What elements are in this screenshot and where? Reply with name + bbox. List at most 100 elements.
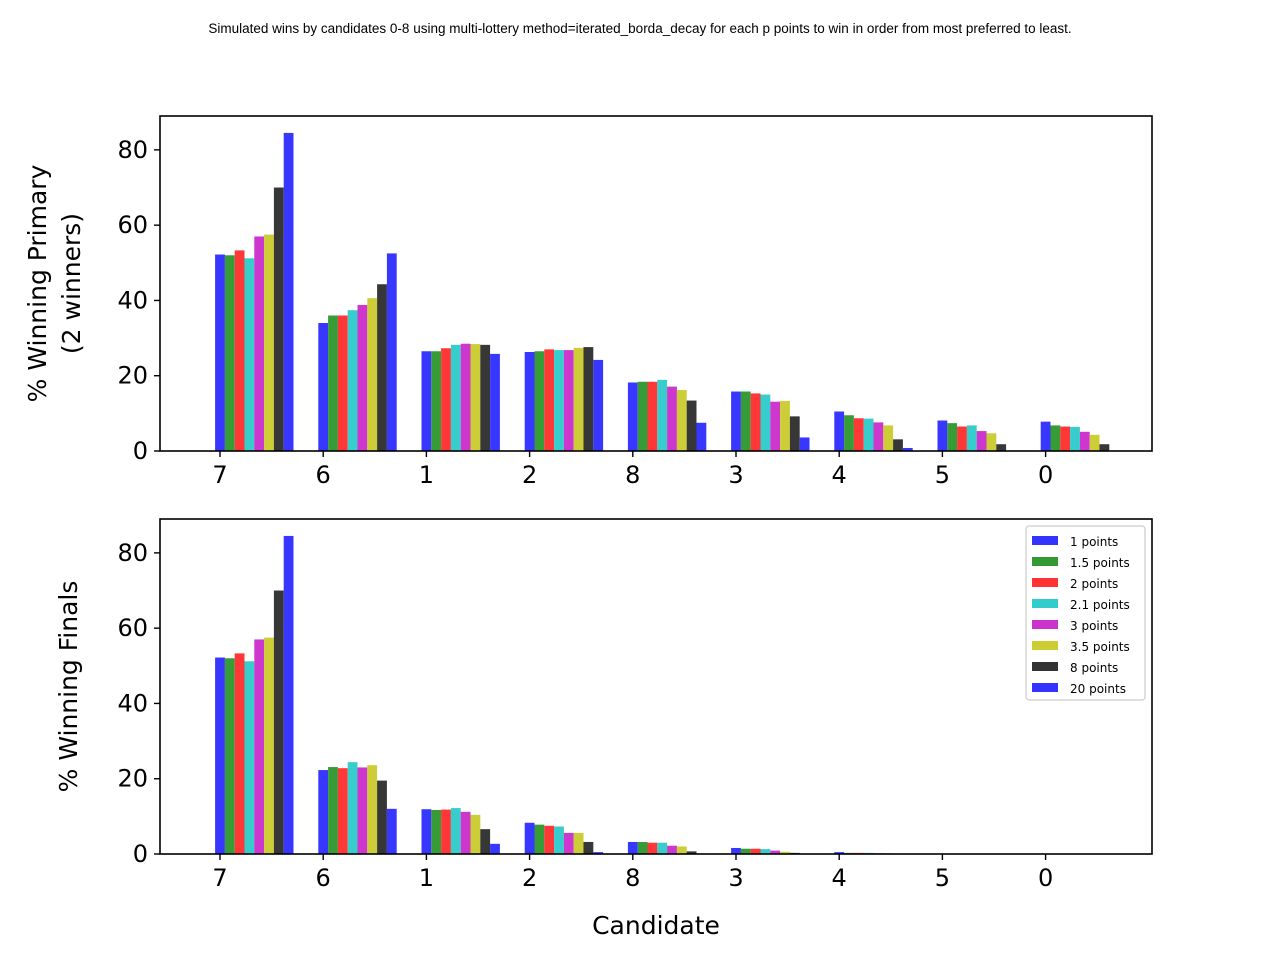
bar-4-series-3 bbox=[853, 418, 864, 451]
x-tick-label: 4 bbox=[832, 864, 847, 892]
legend-swatch bbox=[1032, 683, 1058, 692]
bar-6-series-5 bbox=[357, 767, 368, 854]
y-axis-label: % Winning Finals bbox=[54, 581, 83, 793]
x-tick-label: 8 bbox=[625, 864, 640, 892]
bar-7-series-4 bbox=[244, 258, 255, 451]
legend-label: 2.1 points bbox=[1070, 598, 1130, 612]
x-tick-label: 7 bbox=[212, 461, 227, 489]
bar-4-series-5 bbox=[873, 422, 884, 451]
bar-3-series-3 bbox=[750, 848, 761, 854]
x-tick-label: 1 bbox=[419, 864, 434, 892]
bar-3-series-4 bbox=[760, 849, 771, 854]
bar-3-series-8 bbox=[799, 437, 810, 451]
bar-1-series-6 bbox=[470, 814, 481, 854]
bar-4-series-1 bbox=[834, 852, 845, 854]
legend-swatch bbox=[1032, 599, 1058, 608]
bar-4-series-4 bbox=[863, 418, 874, 451]
bar-2-series-4 bbox=[554, 826, 564, 854]
bar-8-series-1 bbox=[627, 841, 638, 854]
bar-6-series-1 bbox=[318, 323, 329, 451]
bar-1-series-8 bbox=[490, 353, 500, 451]
x-tick-label: 8 bbox=[625, 461, 640, 489]
y-tick-label: 0 bbox=[133, 840, 148, 868]
bar-3-series-7 bbox=[789, 416, 800, 451]
bar-2-series-5 bbox=[563, 350, 574, 451]
bar-7-series-6 bbox=[264, 234, 274, 451]
bar-8-series-8 bbox=[696, 422, 707, 451]
bar-7-series-7 bbox=[273, 187, 284, 451]
bar-2-series-3 bbox=[544, 349, 555, 451]
y-tick-label: 60 bbox=[117, 614, 148, 642]
bar-7-series-2 bbox=[224, 658, 235, 854]
bar-5-series-1 bbox=[937, 420, 948, 451]
bar-7-series-8 bbox=[283, 535, 294, 854]
bar-2-series-8 bbox=[593, 852, 604, 854]
bar-8-series-5 bbox=[667, 386, 677, 451]
legend-label: 3 points bbox=[1070, 619, 1118, 633]
plot-frame bbox=[159, 518, 1153, 855]
bar-5-series-5 bbox=[976, 431, 987, 451]
legend-label: 3.5 points bbox=[1070, 640, 1130, 654]
bar-8-series-6 bbox=[676, 846, 687, 854]
legend-label: 8 points bbox=[1070, 661, 1118, 675]
y-axis-label: % Winning Primary bbox=[23, 164, 52, 402]
legend-swatch bbox=[1032, 620, 1058, 629]
x-tick-label: 5 bbox=[935, 864, 950, 892]
bar-6-series-8 bbox=[386, 253, 397, 451]
bar-6-series-6 bbox=[367, 765, 378, 854]
bar-2-series-7 bbox=[583, 347, 594, 451]
legend: 1 points 1.5 points 2 points 2.1 points 3 po… bbox=[1025, 525, 1146, 701]
bar-8-series-2 bbox=[637, 841, 648, 854]
x-tick-label: 2 bbox=[522, 864, 537, 892]
bar-8-series-4 bbox=[657, 379, 668, 451]
bar-7-series-5 bbox=[254, 236, 265, 451]
x-tick-label: 1 bbox=[419, 461, 434, 489]
bar-6-series-3 bbox=[337, 315, 348, 451]
bar-6-series-2 bbox=[328, 767, 338, 854]
plot-frame bbox=[159, 115, 1153, 452]
bar-1-series-4 bbox=[450, 808, 461, 854]
bar-1-series-7 bbox=[480, 829, 491, 854]
bar-3-series-3 bbox=[750, 393, 761, 451]
bar-6-series-1 bbox=[318, 770, 329, 854]
bar-5-series-7 bbox=[996, 444, 1007, 451]
figure-title: Simulated wins by candidates 0-8 using m… bbox=[208, 21, 1071, 36]
bar-8-series-2 bbox=[637, 381, 648, 451]
bar-3-series-2 bbox=[740, 391, 751, 451]
bar-6-series-4 bbox=[347, 310, 358, 451]
bar-2-series-3 bbox=[544, 825, 555, 854]
legend-swatch bbox=[1032, 557, 1058, 566]
x-tick-label: 6 bbox=[316, 864, 331, 892]
x-tick-label: 0 bbox=[1038, 864, 1053, 892]
bar-6-series-4 bbox=[347, 762, 358, 854]
bar-2-series-7 bbox=[583, 841, 594, 854]
bar-3-series-6 bbox=[780, 400, 790, 451]
bar-5-series-4 bbox=[966, 425, 977, 451]
bar-4-series-8 bbox=[902, 447, 913, 451]
bar-1-series-5 bbox=[460, 811, 471, 854]
bar-3-series-5 bbox=[770, 850, 781, 854]
chart-panel-1: 7 6 1 2 8 3 4 5 0 0 20 40 60 80 % Winning Primary (2 wi… bbox=[23, 115, 1153, 489]
bar-1-series-2 bbox=[431, 351, 442, 451]
bar-6-series-6 bbox=[367, 298, 378, 451]
bar-8-series-3 bbox=[647, 381, 658, 451]
bar-1-series-3 bbox=[441, 809, 451, 854]
bar-3-series-5 bbox=[770, 401, 781, 451]
legend-swatch bbox=[1032, 578, 1058, 587]
bar-1-series-7 bbox=[480, 344, 491, 451]
bar-0-series-7 bbox=[1099, 444, 1110, 451]
y-tick-label: 20 bbox=[117, 765, 148, 793]
bar-7-series-1 bbox=[215, 254, 225, 451]
bar-2-series-6 bbox=[573, 832, 584, 854]
x-tick-label: 4 bbox=[832, 461, 847, 489]
y-tick-label: 60 bbox=[117, 211, 148, 239]
bar-2-series-5 bbox=[563, 832, 574, 854]
bar-2-series-1 bbox=[524, 822, 535, 854]
bar-1-series-1 bbox=[421, 351, 432, 451]
bar-5-series-3 bbox=[957, 426, 967, 451]
bar-4-series-2 bbox=[844, 415, 854, 451]
y-tick-label: 20 bbox=[117, 362, 148, 390]
bar-1-series-8 bbox=[490, 843, 500, 854]
